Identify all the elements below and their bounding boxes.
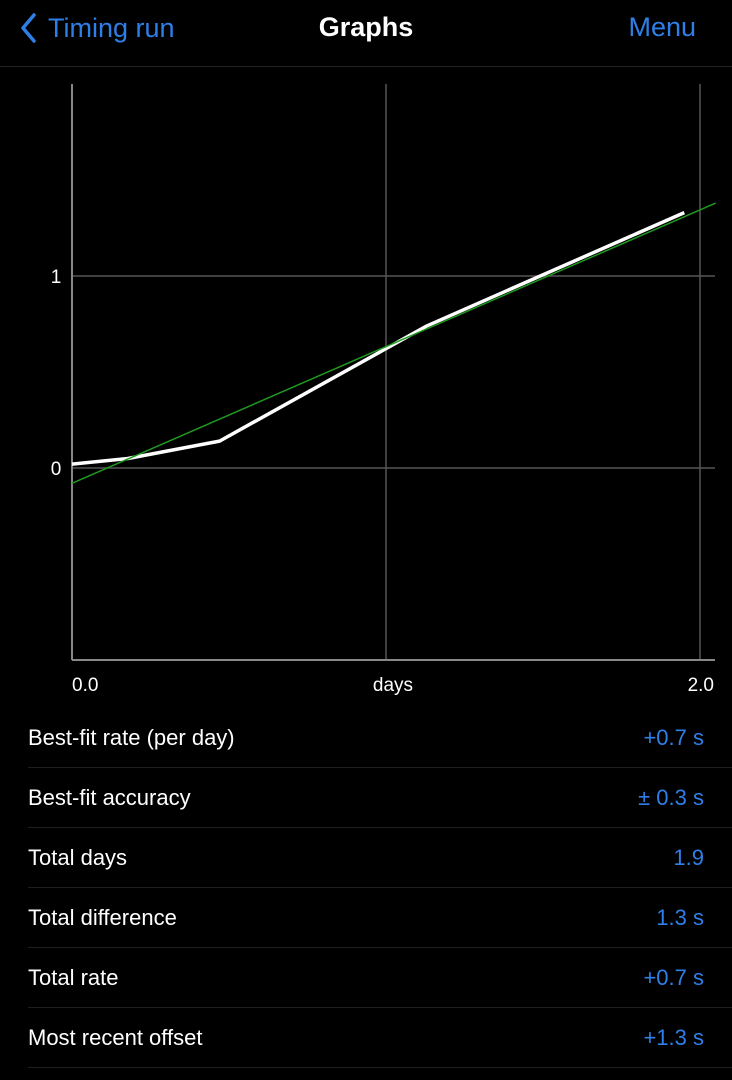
y-tick-label: 0 <box>51 459 62 480</box>
stat-row: Total difference 1.3 s <box>28 888 732 948</box>
stat-value: 1.3 s <box>656 904 704 930</box>
page-title: Graphs <box>318 12 414 42</box>
best-fit-line <box>71 202 716 485</box>
x-axis-label: days <box>373 675 413 696</box>
back-label: Timing run <box>48 12 175 43</box>
navigation-bar: Timing run Graphs Menu <box>0 0 732 67</box>
stat-value: +0.7 s <box>643 724 704 750</box>
stat-label: Best-fit rate (per day) <box>28 724 235 750</box>
stat-label: Total rate <box>28 964 119 990</box>
stat-value: 1.9 <box>673 844 704 870</box>
stat-row: Best-fit accuracy ± 0.3 s <box>28 768 732 828</box>
stat-row: Best-fit rate (per day) +0.7 s <box>28 708 732 768</box>
stat-label: Best-fit accuracy <box>28 784 191 810</box>
stat-value: +0.7 s <box>643 964 704 990</box>
y-tick-label: 1 <box>51 267 62 288</box>
menu-button[interactable]: Menu <box>628 12 696 42</box>
stat-row: Total rate +0.7 s <box>28 948 732 1008</box>
stat-row: Most recent offset +1.3 s <box>28 1008 732 1068</box>
data-series-line <box>71 211 686 466</box>
stats-list: Best-fit rate (per day) +0.7 s Best-fit ac… <box>0 708 732 1068</box>
chart: 1 0 0.0 2.0 days <box>51 84 716 696</box>
chevron-left-icon <box>21 13 36 43</box>
back-button[interactable]: Timing run <box>20 10 175 46</box>
stat-row: Total days 1.9 <box>28 828 732 888</box>
stat-label: Total days <box>28 844 128 870</box>
x-tick-label: 0.0 <box>72 675 98 696</box>
stat-value: ± 0.3 s <box>638 784 704 810</box>
stat-label: Total difference <box>28 904 177 930</box>
stat-label: Most recent offset <box>28 1024 203 1050</box>
stat-value: +1.3 s <box>643 1024 704 1050</box>
x-tick-label: 2.0 <box>688 675 714 696</box>
